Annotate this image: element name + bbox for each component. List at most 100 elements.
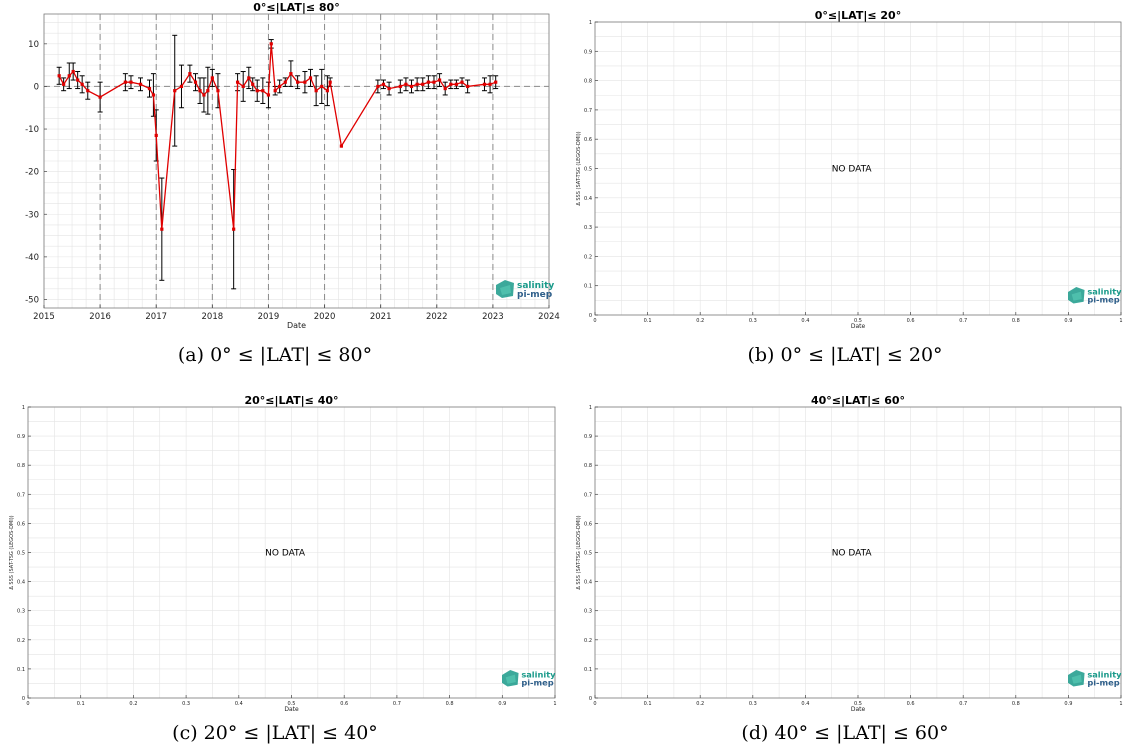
plot-frame [43,13,550,309]
data-point [460,80,464,84]
x-axis-label: Date [284,706,299,713]
data-point [409,84,414,89]
data-point [426,80,430,84]
x-tick-label: 0.5 [854,318,862,324]
data-point [328,80,332,84]
data-point [160,227,164,231]
logo-mark-highlight-icon [505,674,516,684]
data-point [325,89,329,93]
y-tick-label: 0 [34,82,39,92]
data-point [179,84,184,89]
y-tick-label: 0.7 [584,492,592,498]
x-tick-label: 0.3 [749,318,757,324]
y-tick-label: 1 [22,405,25,411]
x-tick-label: 0.5 [854,701,862,707]
data-point [232,227,236,231]
y-tick-label: 10 [28,40,39,50]
y-tick-label: 1 [589,405,592,411]
data-point [443,86,447,91]
data-point [76,78,80,82]
y-tick-label: 0 [22,696,25,702]
y-axis-label: Δ SSS (SAT-TSG (LEGOS-DMI)) [576,131,582,205]
y-tick-label: 0.2 [584,638,592,644]
logo-text-line2: pi-mep [521,678,553,688]
x-tick-label: 0.9 [1064,318,1072,324]
y-tick-label: 0.1 [584,284,592,290]
y-tick-label: 0.1 [584,667,592,673]
x-tick-label: 2024 [538,312,560,322]
y-tick-label: 0.6 [584,137,592,143]
x-tick-label: 0.8 [1012,318,1020,324]
data-point [86,89,90,93]
x-axis-label: Date [851,323,866,330]
data-point [376,84,380,89]
y-tick-label: 0.9 [584,434,592,440]
data-point [57,74,61,78]
data-point [261,89,265,93]
chart-title: 0°≤|LAT|≤ 20° [815,9,901,22]
y-tick-label: -30 [25,210,39,220]
data-point [320,84,324,89]
y-tick-label: 0.7 [584,108,592,114]
data-point [494,80,498,84]
no-data-label: NO DATA [265,549,306,559]
data-point [296,80,300,84]
data-point [188,72,192,76]
data-point [454,82,459,86]
data-point [269,42,273,46]
data-point [283,80,287,84]
x-tick-label: 0.2 [696,701,704,707]
x-tick-label: 2017 [145,312,167,322]
y-tick-label: 0.4 [17,580,25,586]
series-line [58,43,496,230]
x-tick-label: 2022 [426,312,448,322]
x-tick-label: 0.7 [959,701,967,707]
y-tick-label: 0.3 [17,609,25,615]
x-tick-label: 0.6 [340,701,348,707]
x-tick-label: 0.1 [644,318,652,324]
data-point [216,89,220,93]
y-tick-label: 0 [589,313,592,319]
data-point [381,82,386,86]
data-point [67,74,71,78]
series-markers [57,42,498,231]
x-tick-label: 0.8 [1012,701,1020,707]
caption-d: (d) 40° ≤ |LAT| ≤ 60° [741,722,949,744]
y-tick-label: 0.8 [584,463,592,469]
logo-text-line1: salinity [1087,286,1122,296]
y-tick-label: -40 [25,253,39,263]
y-tick-label: 0.2 [17,638,25,644]
x-tick-label: 0.1 [77,701,85,707]
data-point [206,89,210,93]
data-point [432,80,436,84]
data-point [466,84,470,89]
y-tick-label: 1 [589,20,592,26]
y-tick-label: 0.4 [584,580,592,586]
x-tick-label: 0.3 [182,701,190,707]
data-point [198,89,202,93]
data-point [173,89,177,93]
x-tick-label: 2020 [314,312,336,322]
data-point [488,82,492,86]
logo-text-line2: pi-mep [1087,678,1119,688]
panel-b: 0 0.1 0.2 0.3 0.4 0.5 0.6 0.7 0.8 0.9 1 0 0.1 0.2 0.3 0… [576,9,1123,330]
caption-a: (a) 0° ≤ |LAT| ≤ 80° [177,344,373,366]
data-point [202,93,206,97]
x-tick-label: 0.2 [129,701,137,707]
data-point [235,80,240,84]
logo-text-line1: salinity [1087,669,1122,679]
grid [594,406,1122,699]
y-tick-label: 0.3 [584,609,592,615]
y-tick-label: 0.1 [17,667,25,673]
x-tick-label: 2016 [89,312,111,322]
x-tick-label: 0.4 [801,318,809,324]
x-tick-label: 0.7 [959,318,967,324]
data-point [255,89,259,93]
x-tick-label: 0.9 [498,701,506,707]
x-tick-label: 0.4 [235,701,243,707]
y-tick-label: 0.7 [17,492,25,498]
